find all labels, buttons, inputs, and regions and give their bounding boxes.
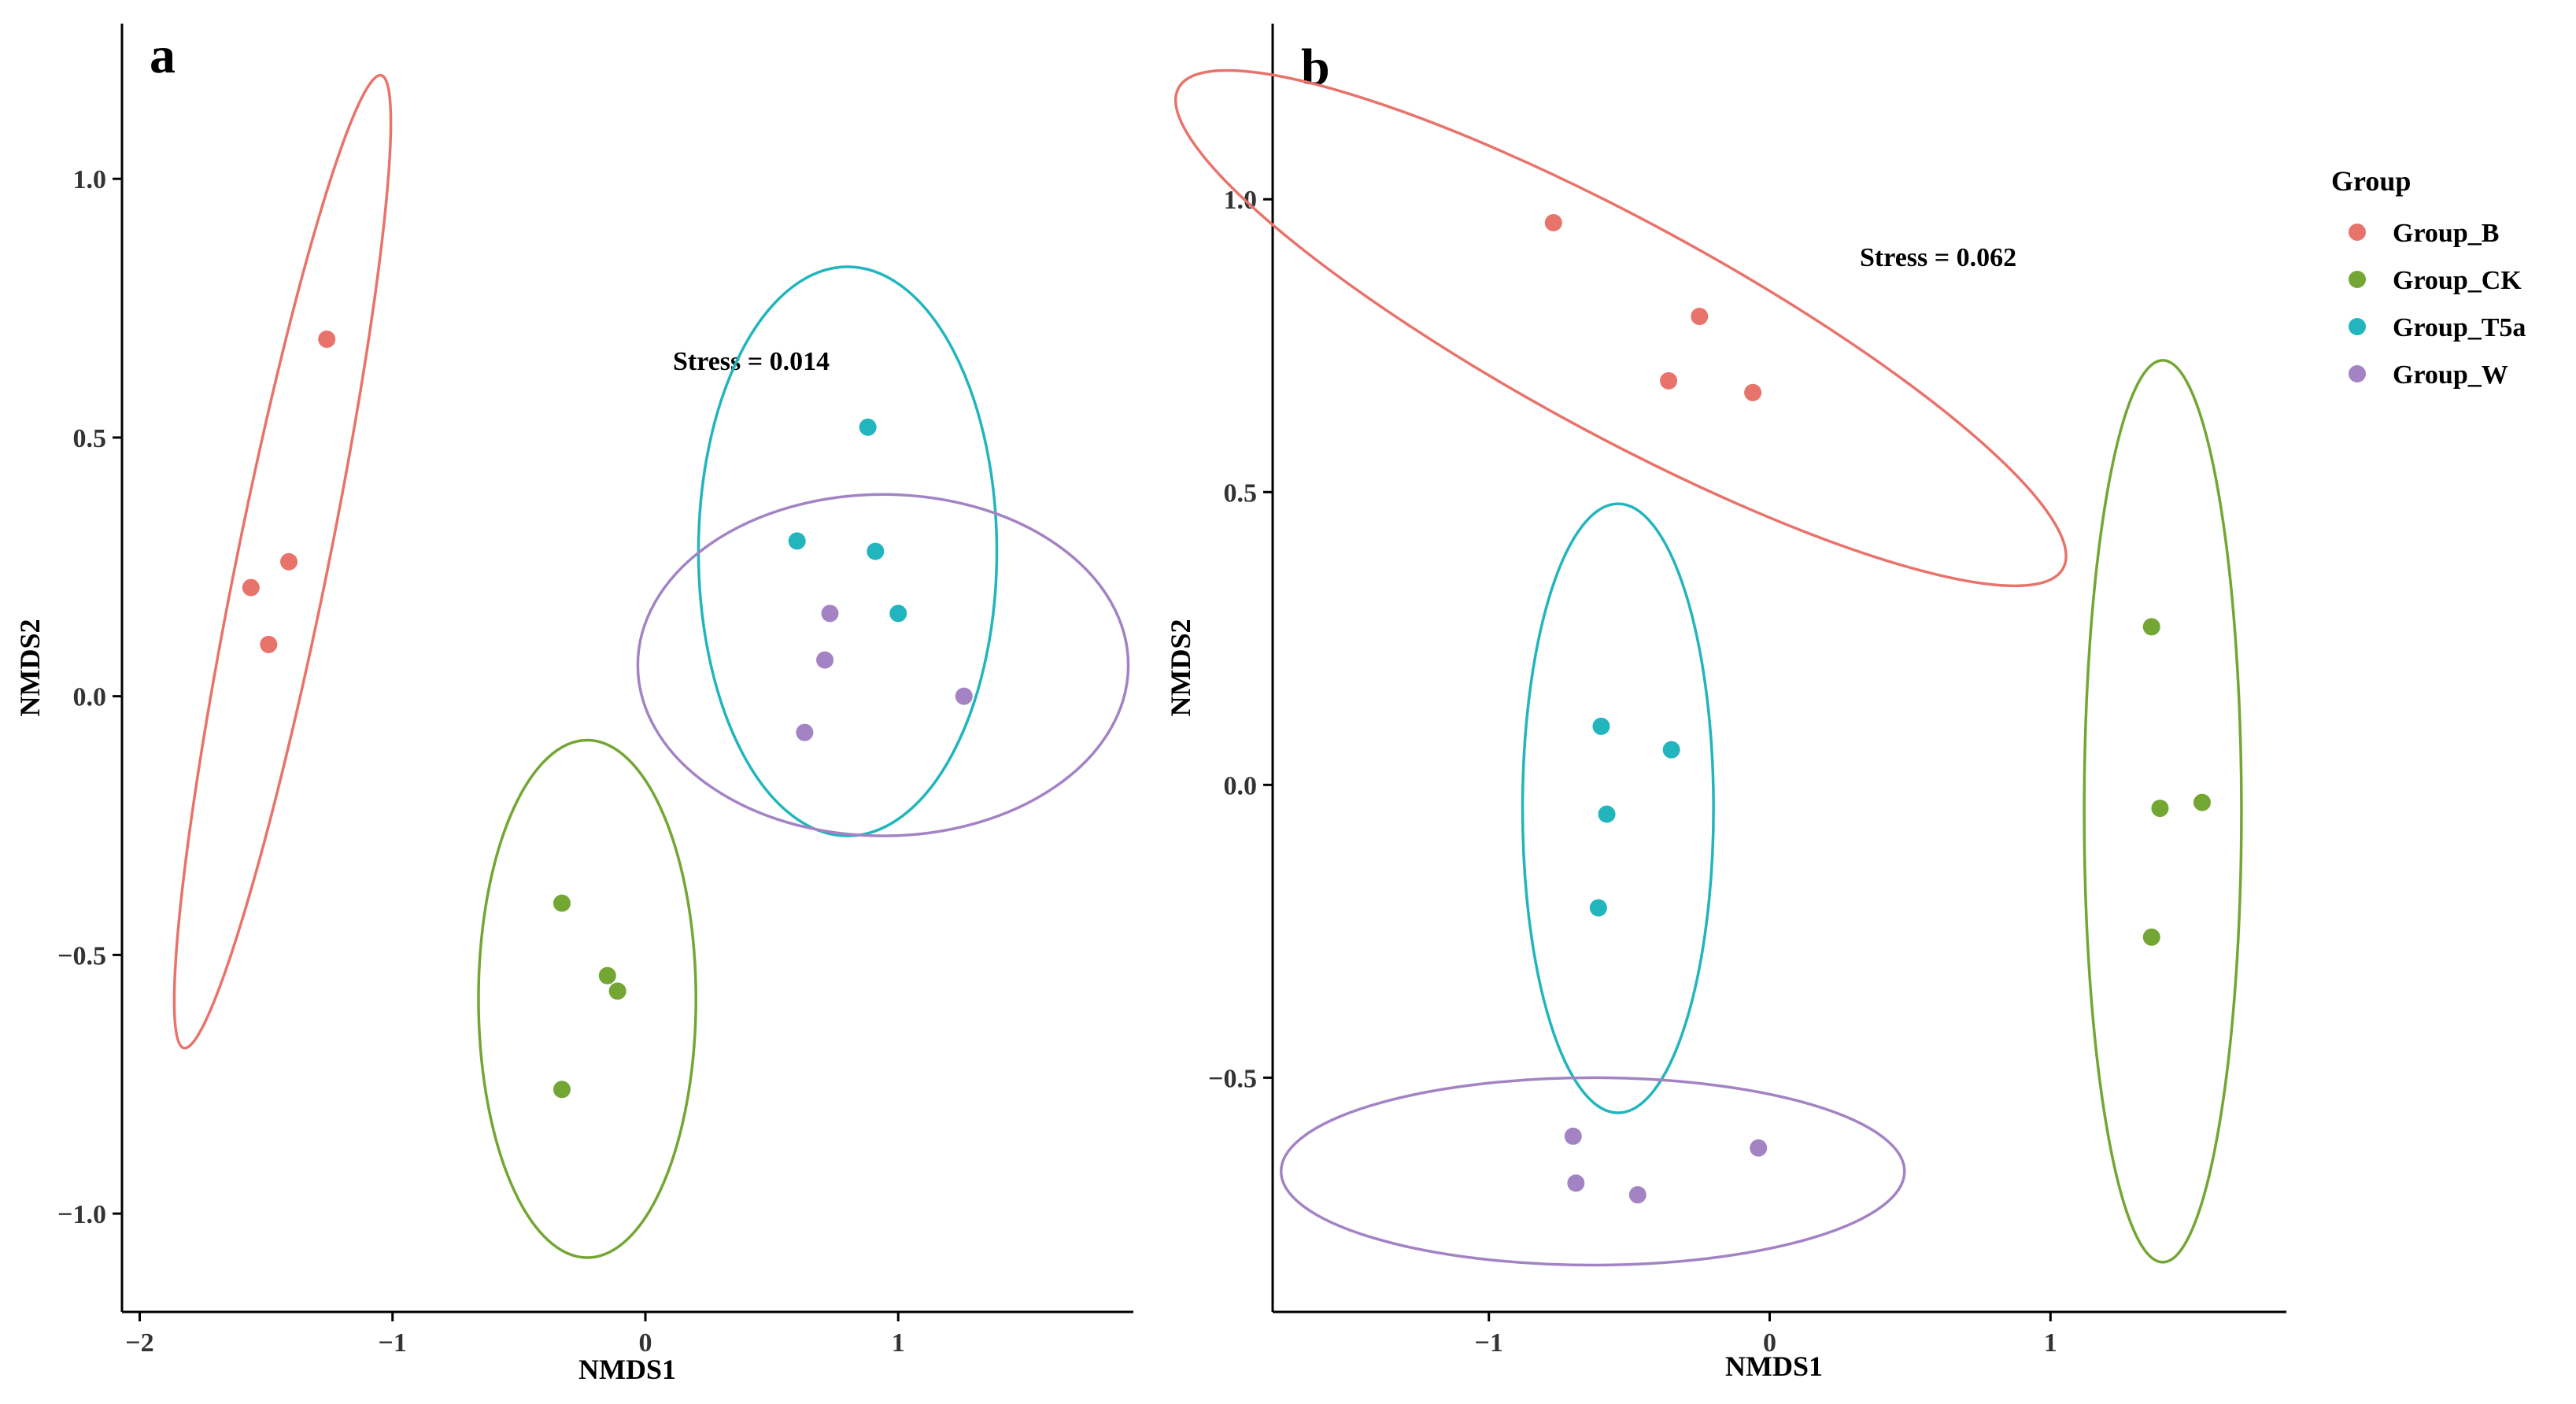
data-point-group-t5a (867, 542, 885, 560)
data-point-group-t5a (788, 532, 806, 550)
y-tick-label: −0.5 (1208, 1064, 1257, 1093)
data-point-group-ck (553, 1081, 571, 1099)
y-tick-label: −0.5 (57, 941, 106, 970)
legend-item-label: Group_W (2393, 360, 2508, 390)
legend-title: Group (2331, 165, 2411, 197)
x-tick-label: 0 (638, 1328, 652, 1358)
x-tick-label: −2 (125, 1328, 153, 1358)
confidence-ellipse-group-b (172, 73, 393, 1050)
y-tick-label: 0.0 (73, 683, 107, 712)
legend-item-label: Group_B (2393, 219, 2499, 248)
data-point-group-t5a (889, 604, 907, 623)
panel-letter: a (150, 27, 176, 84)
y-axis-title: NMDS2 (14, 619, 46, 717)
data-point-group-w (955, 687, 973, 705)
data-point-group-w (1567, 1174, 1585, 1192)
x-tick-label: −1 (1475, 1328, 1503, 1358)
stress-annotation: Stress = 0.014 (673, 347, 830, 376)
data-point-group-b (318, 331, 336, 349)
x-axis-title: NMDS1 (1725, 1350, 1823, 1382)
legend-swatch (2349, 271, 2366, 288)
legend-item-label: Group_CK (2393, 266, 2522, 295)
data-point-group-w (816, 651, 834, 669)
legend-swatch (2349, 318, 2366, 335)
y-tick-label: 1.0 (1224, 186, 1258, 215)
legend-item-label: Group_T5a (2393, 313, 2526, 342)
data-point-group-w (821, 604, 839, 623)
stress-annotation: Stress = 0.062 (1860, 243, 2016, 272)
data-point-group-w (1628, 1186, 1646, 1204)
data-point-group-w (1564, 1127, 1582, 1145)
data-point-group-w (796, 723, 814, 741)
x-tick-label: 1 (892, 1328, 905, 1358)
y-tick-label: −1.0 (57, 1200, 106, 1229)
y-tick-label: 0.5 (1224, 478, 1258, 508)
data-point-group-ck (2142, 618, 2160, 636)
data-point-group-b (1744, 383, 1762, 401)
data-point-group-t5a (1589, 899, 1607, 917)
data-point-group-b (280, 552, 298, 571)
confidence-ellipse-group-ck (477, 738, 697, 1259)
data-point-group-t5a (859, 418, 877, 436)
data-point-group-w (1750, 1139, 1768, 1157)
x-tick-label: 0 (1763, 1328, 1776, 1358)
data-point-group-b (1544, 213, 1562, 231)
data-point-group-ck (608, 982, 626, 1000)
panel-a-nmds-plot: −2 −1 0 1 −1.0 −0.5 0.0 0.5 1.0 NMDS1 NMDS2 a Stress… (14, 24, 1133, 1385)
y-axis-title: NMDS2 (1165, 619, 1196, 717)
confidence-ellipse-group-t5a (1521, 502, 1715, 1114)
data-point-group-b (242, 578, 260, 597)
data-point-group-b (1660, 371, 1678, 390)
data-point-group-ck (553, 894, 571, 912)
y-tick-label: 0.5 (73, 424, 107, 453)
data-point-group-ck (2142, 928, 2160, 946)
legend: Group Group_B Group_CK Group_T5a Group_W (2331, 165, 2526, 390)
data-point-group-ck (2193, 793, 2211, 811)
data-point-group-t5a (1598, 805, 1616, 823)
data-point-group-b (1691, 308, 1709, 326)
confidence-ellipse-group-b (1174, 68, 2068, 588)
confidence-ellipse-group-w (1279, 1076, 1906, 1267)
y-tick-label: 0.0 (1224, 771, 1258, 800)
legend-swatch (2349, 224, 2366, 241)
legend-swatch (2349, 365, 2366, 382)
x-axis-title: NMDS1 (578, 1354, 676, 1385)
data-point-group-t5a (1662, 741, 1680, 759)
confidence-ellipse-group-w (636, 493, 1130, 837)
y-tick-label: 1.0 (73, 165, 107, 194)
data-point-group-ck (2151, 800, 2169, 818)
data-point-group-ck (598, 966, 616, 985)
x-tick-label: −1 (379, 1328, 407, 1358)
confidence-ellipse-group-ck (2083, 359, 2243, 1264)
x-tick-label: 1 (2044, 1328, 2057, 1358)
data-point-group-t5a (1592, 717, 1610, 735)
data-point-group-b (260, 635, 278, 653)
